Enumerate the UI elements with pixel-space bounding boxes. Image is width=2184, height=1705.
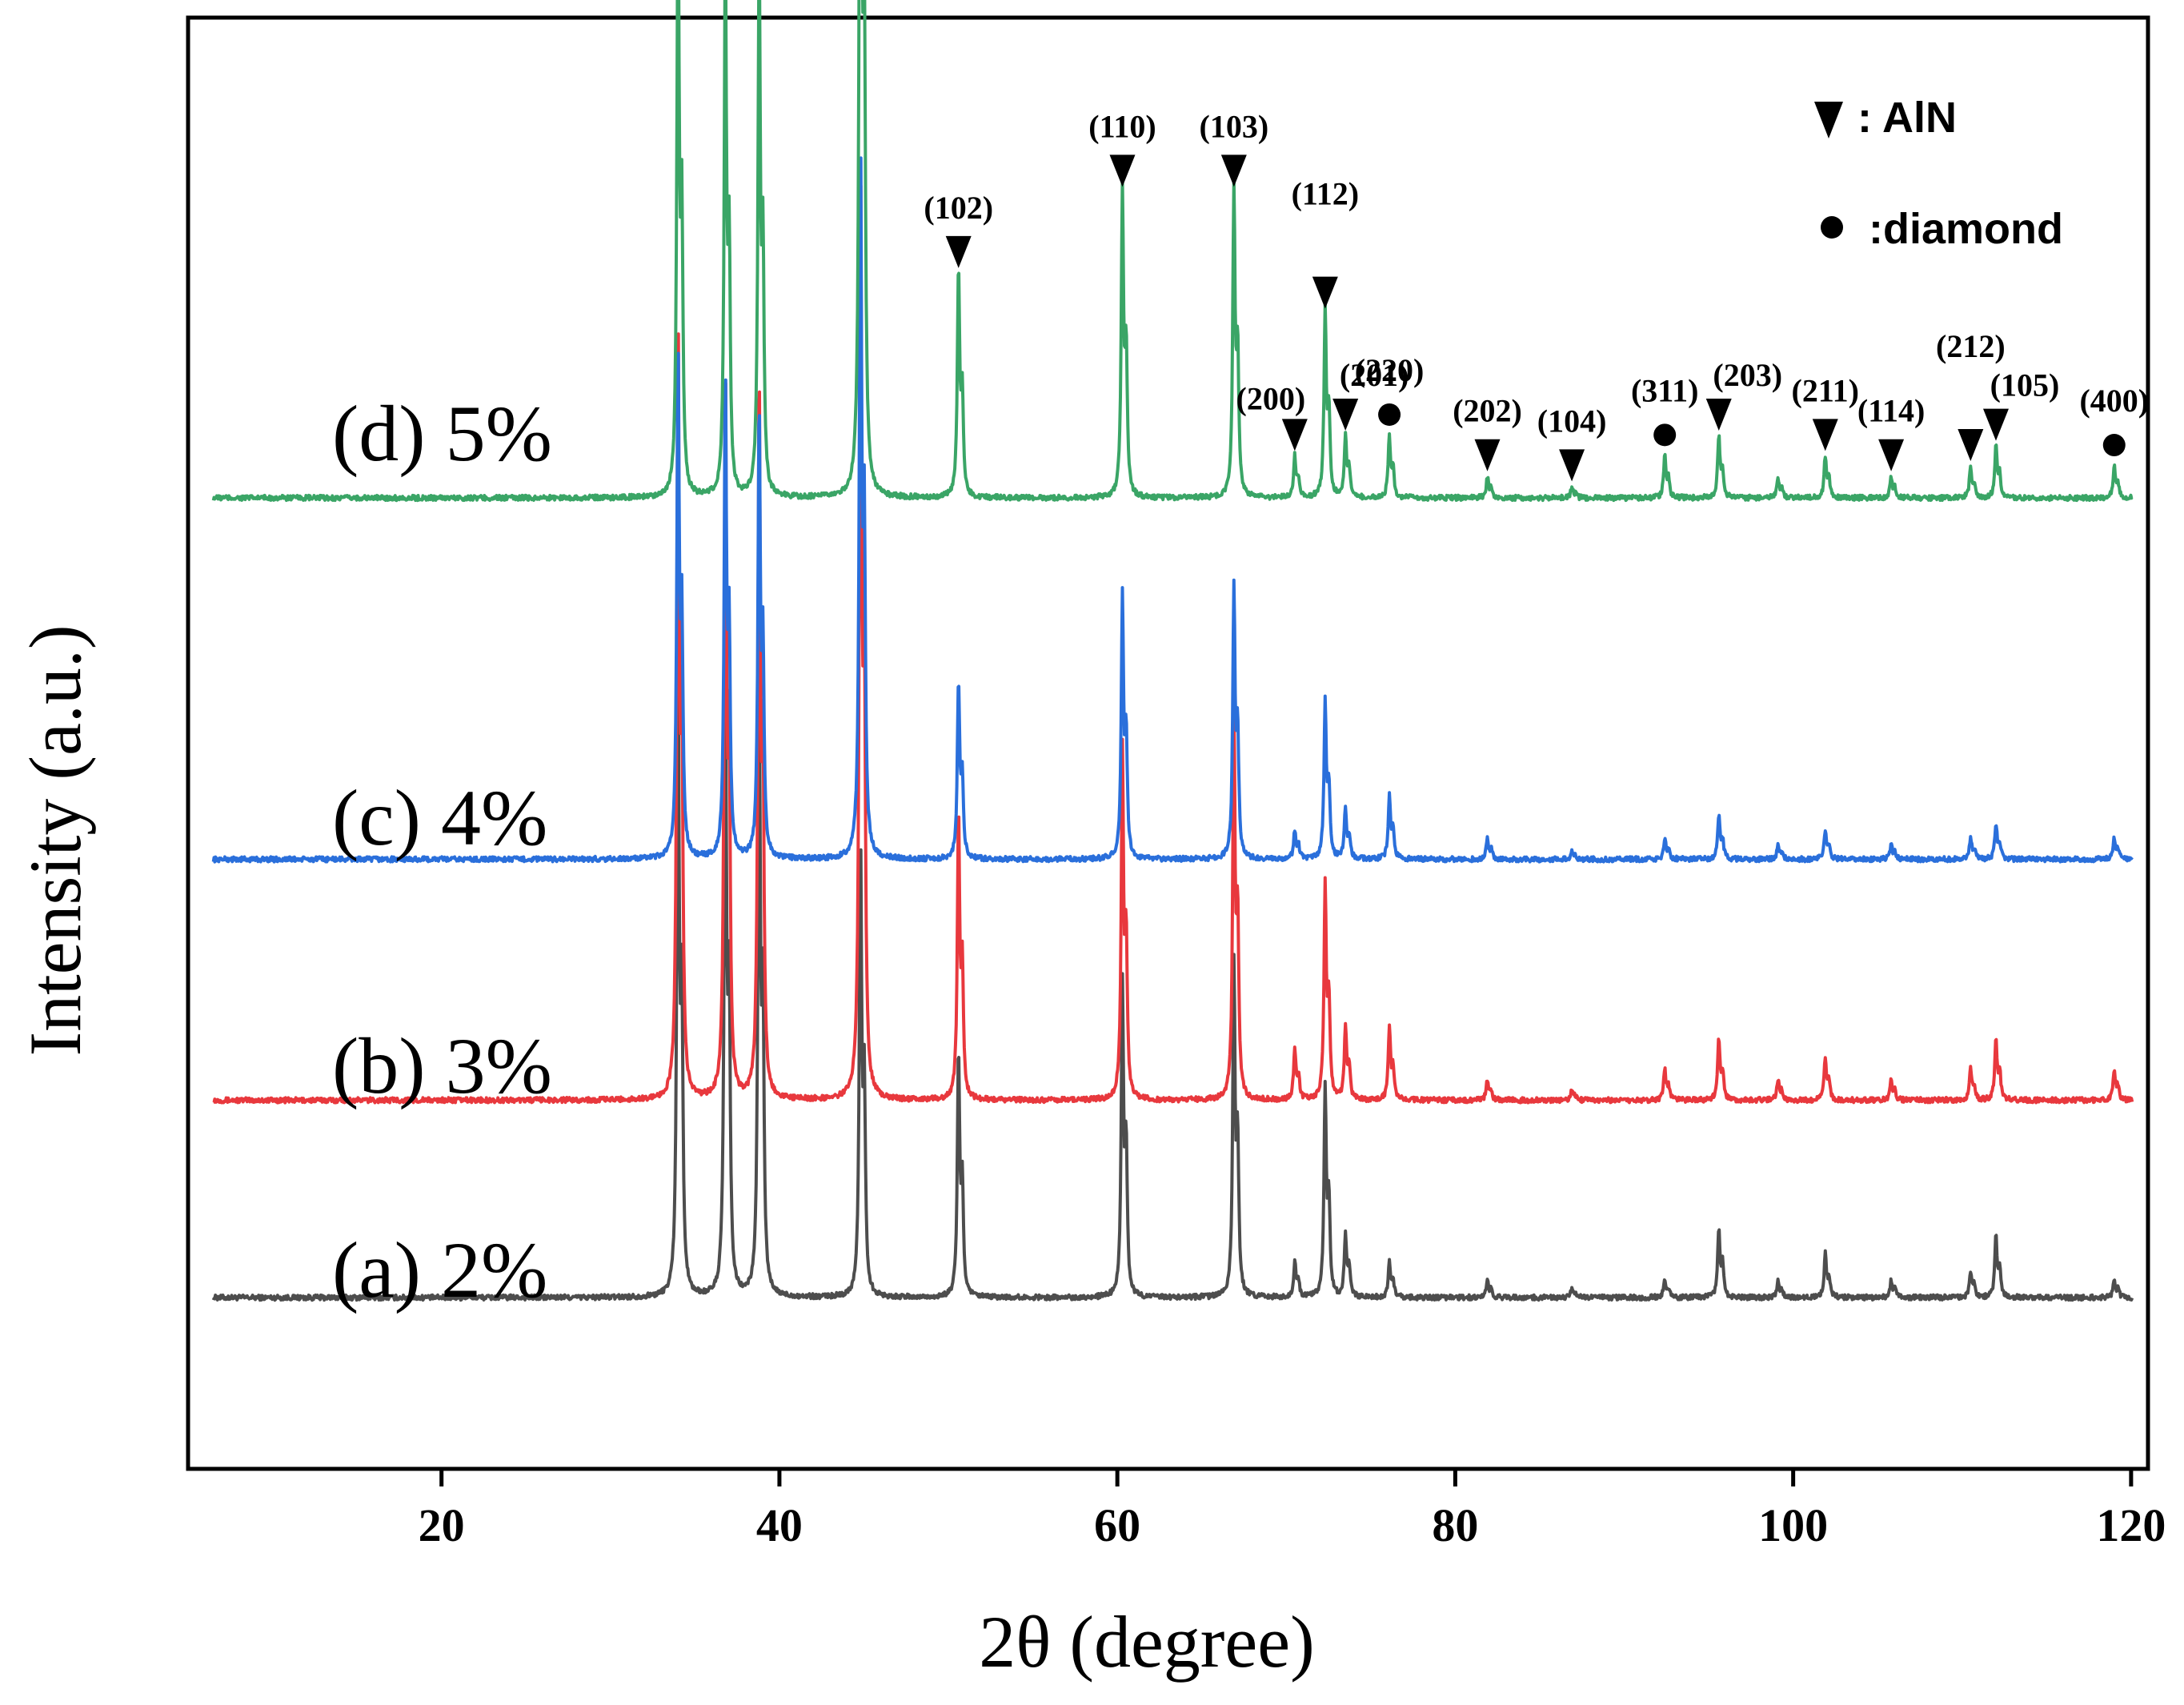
diamond-marker [1653, 423, 1677, 447]
aln-marker [1332, 398, 1359, 431]
plot-frame [186, 15, 2150, 1471]
legend-diamond-label: :diamond [1869, 205, 2063, 253]
aln-marker [1705, 398, 1732, 431]
aln-marker [1281, 419, 1308, 451]
hkl-label: (103) [1200, 108, 1269, 144]
x-tick-label: 100 [1758, 1499, 1828, 1551]
aln-marker [1812, 419, 1838, 451]
series-label-1: (a) 2% [332, 1226, 547, 1314]
hkl-label: (110) [1088, 108, 1156, 144]
x-axis-title: 2θ (degree) [979, 1601, 1314, 1683]
hkl-label: (112) [1292, 176, 1359, 212]
x-tick-label: 40 [756, 1499, 803, 1551]
aln-marker [1109, 154, 1136, 187]
hkl-label: (202) [1453, 393, 1522, 429]
diamond-marker [2102, 434, 2126, 457]
hkl-label: (104) [1537, 403, 1607, 439]
series-line-3 [211, 156, 2134, 864]
hkl-label: (220) [1355, 352, 1425, 388]
aln-marker [945, 235, 972, 268]
hkl-label: (105) [1990, 367, 2060, 403]
x-tick-label: 120 [2096, 1499, 2166, 1551]
aln-marker [1474, 439, 1501, 471]
y-axis-title: Intensity (a.u.) [14, 624, 96, 1056]
hkl-label: (212) [1936, 328, 2006, 364]
x-tick-label: 20 [419, 1499, 465, 1551]
hkl-label: (201) [1340, 357, 1409, 393]
diamond-marker [1378, 403, 1401, 426]
series-line-1 [211, 663, 2134, 1302]
aln-marker [1312, 276, 1338, 309]
series-layer [211, 0, 2134, 1302]
legend-diamond-marker [1821, 216, 1843, 239]
hkl-label: (400) [2079, 383, 2149, 419]
series-line-4 [211, 0, 2134, 503]
aln-marker [1982, 408, 2009, 441]
hkl-label: (200) [1236, 380, 1306, 416]
aln-marker [1958, 429, 1984, 462]
x-tick-label: 60 [1094, 1499, 1140, 1551]
series-label-3: (c) 4% [332, 773, 547, 862]
aln-marker [1878, 439, 1905, 471]
hkl-label: (102) [924, 190, 993, 226]
hkl-label: (211) [1792, 372, 1859, 408]
legend-aln-marker [1814, 102, 1843, 138]
aln-marker [1220, 154, 1247, 187]
peak-annotations: (100)(002)(101)(111)(102)(110)(103)(200)… [924, 108, 2149, 482]
aln-marker [1559, 449, 1585, 482]
hkl-label: (203) [1713, 357, 1782, 393]
series-label-4: (d) 5% [332, 389, 552, 478]
series-labels: (a) 2% (b) 3% (c) 4% (d) 5% [332, 389, 552, 1314]
plot-border [186, 15, 2150, 1471]
series-line-2 [212, 184, 2134, 1105]
hkl-label: (114) [1857, 393, 1925, 429]
series-label-2: (b) 3% [332, 1021, 552, 1110]
x-tick-label: 80 [1432, 1499, 1478, 1551]
x-axis-ticks: 20 40 60 80 100 120 [419, 1469, 2166, 1551]
legend: : AlN :diamond [1814, 94, 2063, 253]
hkl-label: (311) [1631, 372, 1698, 408]
legend-aln-label: : AlN [1857, 94, 1957, 142]
